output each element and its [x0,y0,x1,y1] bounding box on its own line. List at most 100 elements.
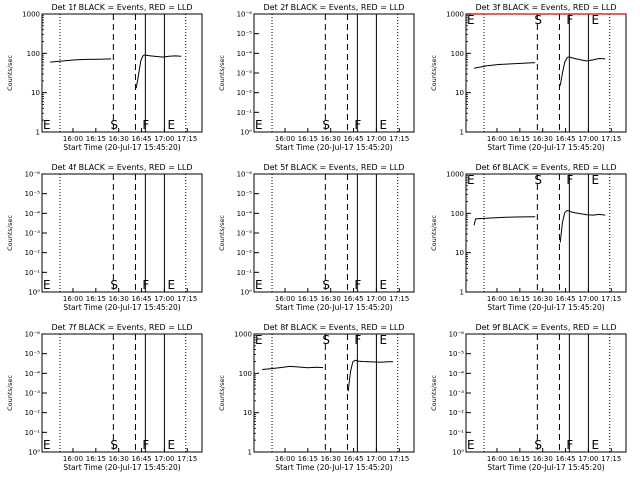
plot-8-x-tick-label-2: 16:15 [298,455,318,463]
plot-6-x-tick-label-4: 16:45 [555,295,575,303]
plot-2-x-tick-label-4: 16:45 [343,135,363,143]
plot-9-marker-E-left: E [467,438,475,452]
plot-1-y-label: Counts/sec [6,55,14,91]
plot-4-frame [41,173,203,293]
plot-6-x-tick-label-3: 16:30 [533,295,553,303]
plot-7-x-tick-label-5: 17:00 [154,455,174,463]
plot-5-marker-S: S [322,278,330,292]
plot-7-marker-E: E [168,438,176,452]
plot-3-marker-F: F [566,13,573,27]
plot-9-x-label: Start Time (20-Jul-17 15:45:20) [487,463,604,472]
plot-8-frame [253,333,415,453]
plot-1-x-tick-label-3: 16:30 [109,135,129,143]
plot-1-marker-S: S [110,118,118,132]
plot-7-y-label: Counts/sec [6,375,14,411]
plot-5-marker-E-left: E [255,278,263,292]
plot-9-marker-F: F [566,438,573,452]
plot-3-events-segment-1 [474,62,536,69]
plot-8-marker-S: S [322,333,330,347]
plot-5-y-tick-label-4: 10⁻³ [237,230,253,238]
plot-5-x-label: Start Time (20-Jul-17 15:45:20) [275,303,392,312]
plot-1-events-segment-2 [135,54,146,89]
plot-1-x-tick-label-6: 17:15 [177,135,197,143]
plot-1-marker-F: F [142,118,149,132]
plot-2-title: Det 2f BLACK = Events, RED = LLD [263,3,404,12]
plot-9-x-tick-label-3: 16:30 [533,455,553,463]
plot-4-x-tick-label-1: 16:00 [63,295,83,303]
plot-6-y-label: Counts/sec [430,215,438,251]
plot-4-x-tick-label-4: 16:45 [131,295,151,303]
plot-2-frame [253,13,415,133]
plot-3-y-label: Counts/sec [430,55,438,91]
plot-4-y-tick-label-4: 10⁻³ [25,230,41,238]
plot-8-events-segment-2 [347,359,358,392]
plot-7-y-tick-label-7: 10⁻⁶ [25,331,41,339]
plot-8-title: Det 8f BLACK = Events, RED = LLD [263,323,404,332]
plot-9-x-tick-label-4: 16:45 [555,455,575,463]
plot-9-x-tick-label-5: 17:00 [578,455,598,463]
plot-2-y-tick-label-5: 10⁻⁴ [237,50,253,58]
plot-9-y-tick-label-5: 10⁻⁴ [449,370,465,378]
plot-3-events-segment-3 [569,56,606,62]
plot-4-x-tick-label-6: 17:15 [177,295,197,303]
plot-2-y-tick-label-1: 10⁰ [240,129,252,137]
plot-5-x-tick-label-1: 16:00 [275,295,295,303]
plot-5-x-tick-label-5: 17:00 [366,295,386,303]
plot-1-events-segment-1 [50,58,112,63]
plot-9-y-tick-label-1: 10⁰ [452,449,464,457]
plot-5-marker-F: F [354,278,361,292]
plot-6-y-tick-label-1: 1 [460,289,464,297]
plot-7-x-tick-label-6: 17:15 [177,455,197,463]
plot-8-y-label: Counts/sec [218,375,226,411]
plot-1-x-tick-label-1: 16:00 [63,135,83,143]
plot-2-marker-E-left: E [255,118,263,132]
plot-3-x-tick-label-1: 16:00 [487,135,507,143]
plot-7-x-tick-label-2: 16:15 [86,455,106,463]
plot-6-events-segment-2 [559,209,570,243]
plot-9-y-label: Counts/sec [430,375,438,411]
plot-3-x-label: Start Time (20-Jul-17 15:45:20) [487,143,604,152]
plot-7-marker-F: F [142,438,149,452]
plot-4-y-tick-label-5: 10⁻⁴ [25,210,41,218]
plot-4-y-tick-label-1: 10⁰ [28,289,40,297]
plot-6-events-segment-3 [569,210,606,216]
plot-1-title: Det 1f BLACK = Events, RED = LLD [51,3,192,12]
plot-4-y-tick-label-6: 10⁻⁵ [25,190,41,198]
plot-9-x-tick-label-1: 16:00 [487,455,507,463]
plot-4-marker-F: F [142,278,149,292]
plot-9-x-tick-label-6: 17:15 [601,455,621,463]
plot-7-frame [41,333,203,453]
plot-6-frame [465,173,627,293]
plot-2-marker-F: F [354,118,361,132]
plot-8-y-tick-label-1000: 1000 [234,331,252,339]
plot-3-x-tick-label-5: 17:00 [578,135,598,143]
plot-2-marker-E: E [380,118,388,132]
plot-2-y-tick-label-2: 10⁻¹ [237,109,253,117]
plot-5-frame [253,173,415,293]
plot-4-marker-S: S [110,278,118,292]
plot-8-x-tick-label-6: 17:15 [389,455,409,463]
plot-7-x-tick-label-3: 16:30 [109,455,129,463]
plot-6-title: Det 6f BLACK = Events, RED = LLD [475,163,616,172]
plot-8-marker-F: F [354,333,361,347]
plot-4-x-tick-label-5: 17:00 [154,295,174,303]
plot-2-x-tick-label-5: 17:00 [366,135,386,143]
plot-9-y-tick-label-7: 10⁻⁶ [449,331,465,339]
plot-8-x-tick-label-5: 17:00 [366,455,386,463]
plot-3-x-tick-label-3: 16:30 [533,135,553,143]
plot-6-x-tick-label-1: 16:00 [487,295,507,303]
plot-3-x-tick-label-4: 16:45 [555,135,575,143]
plot-1-y-tick-label-10: 10 [31,89,40,97]
plot-7-y-tick-label-5: 10⁻⁴ [25,370,41,378]
plot-2-y-tick-label-4: 10⁻³ [237,70,253,78]
plot-8-x-label: Start Time (20-Jul-17 15:45:20) [275,463,392,472]
plot-9-x-tick-label-2: 16:15 [510,455,530,463]
plot-4-x-tick-label-3: 16:30 [109,295,129,303]
plot-4-y-tick-label-7: 10⁻⁶ [25,171,41,179]
plot-6-marker-S: S [534,173,542,187]
plot-8-marker-E: E [380,333,388,347]
plot-4-title: Det 4f BLACK = Events, RED = LLD [51,163,192,172]
plot-6-x-tick-label-2: 16:15 [510,295,530,303]
